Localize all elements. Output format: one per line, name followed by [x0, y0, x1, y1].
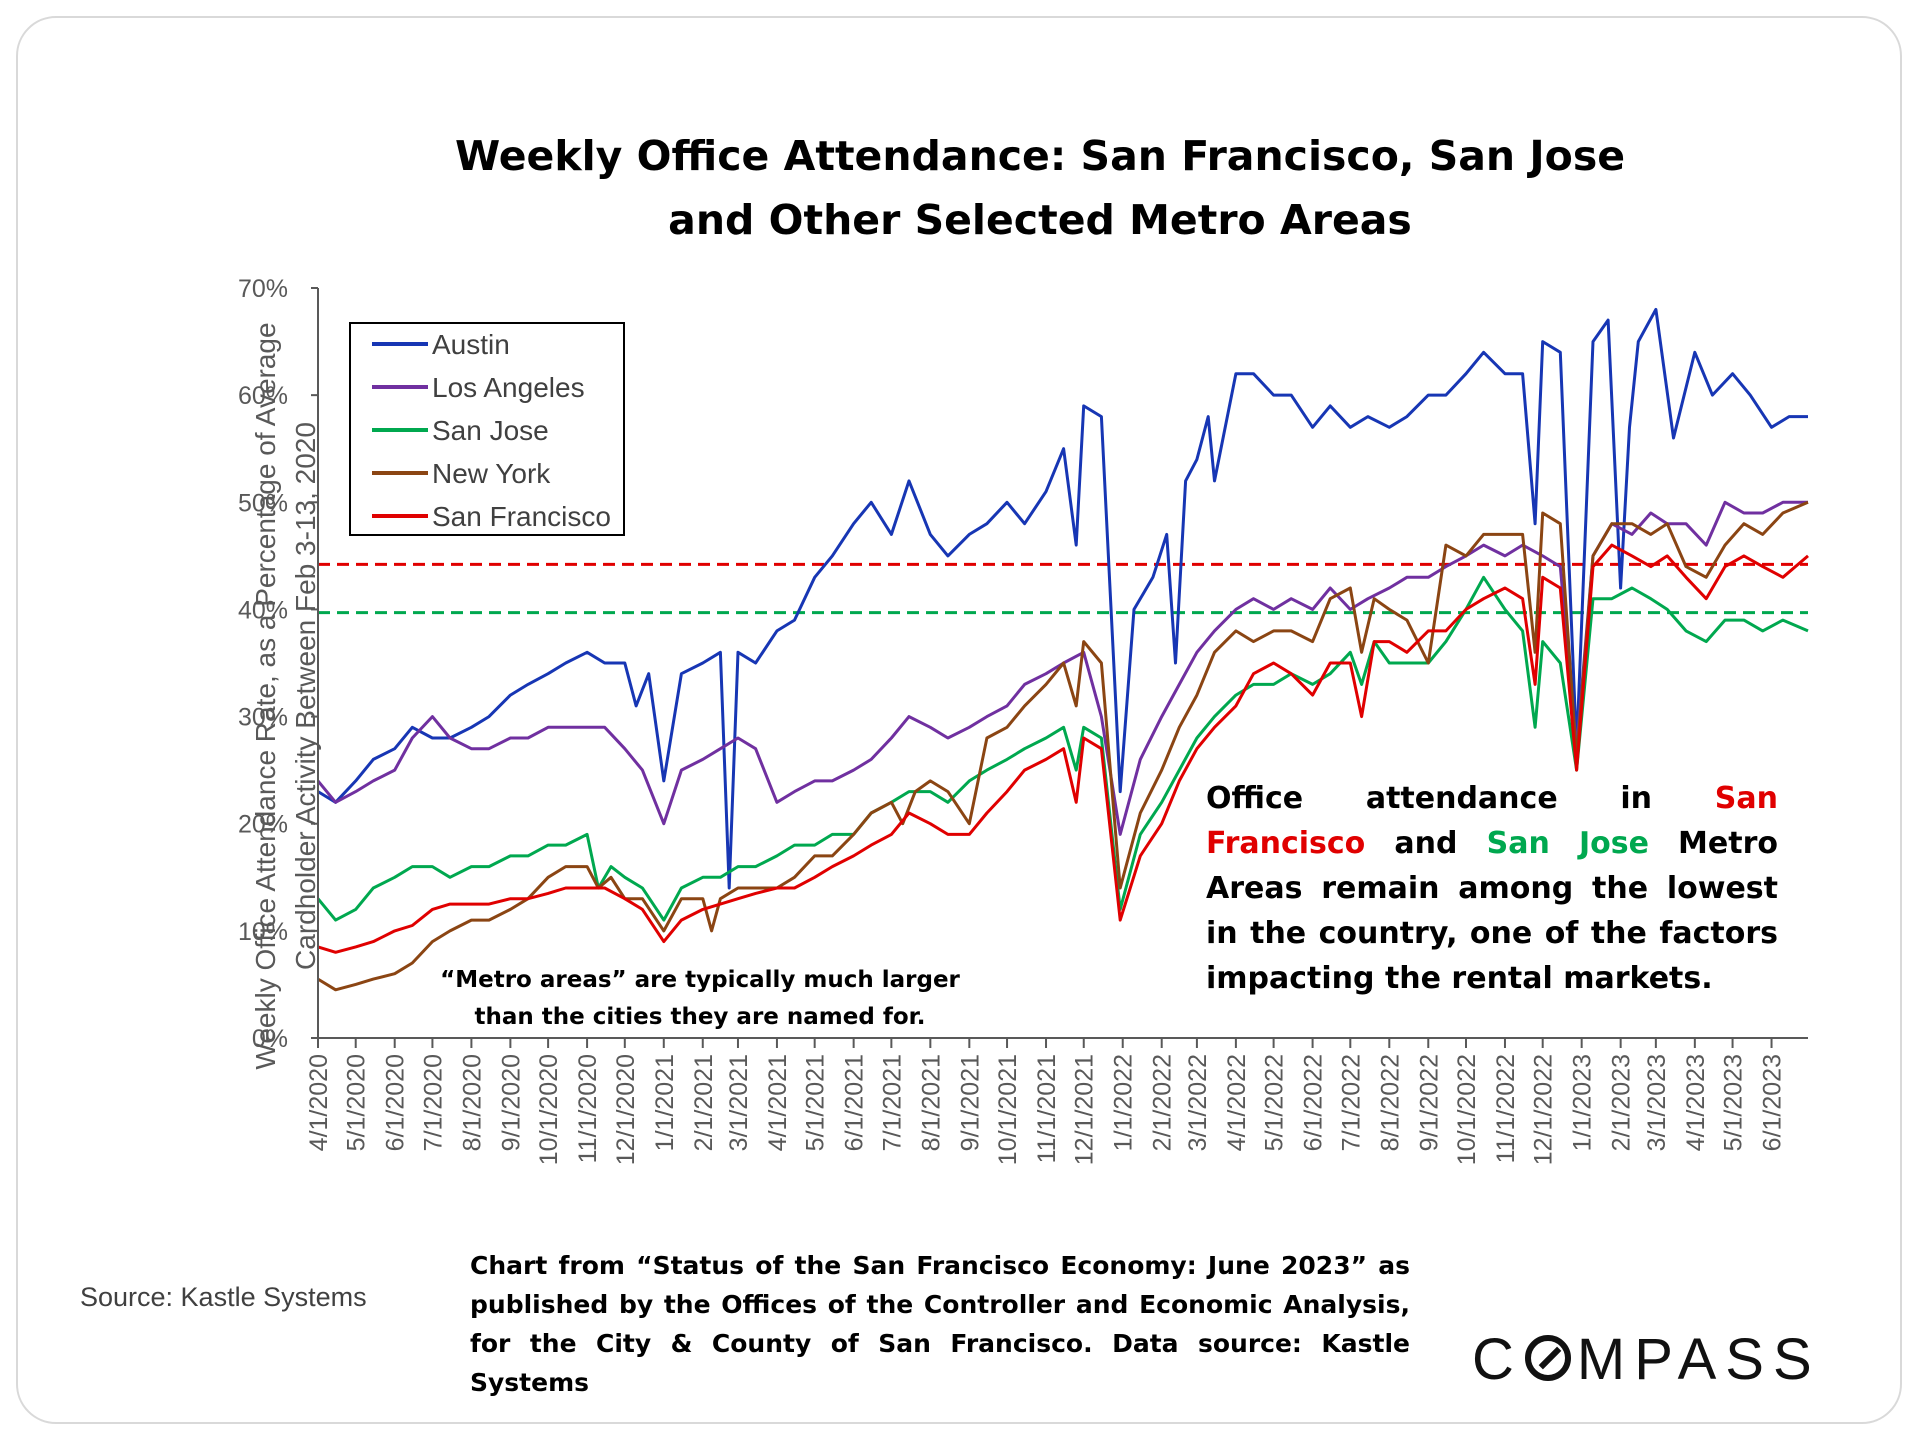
x-tick-label: 11/1/2021: [1033, 1054, 1061, 1163]
x-tick-label: 4/1/2020: [305, 1054, 333, 1151]
x-tick-label: 10/1/2022: [1453, 1054, 1481, 1165]
y-tick-label: 20%: [238, 811, 288, 839]
x-tick-label: 1/1/2023: [1569, 1054, 1597, 1151]
series-line-new-york: [317, 500, 1809, 992]
x-tick-label: 1/1/2021: [651, 1054, 679, 1151]
metro-areas-note: “Metro areas” are typically much larger …: [440, 967, 960, 1030]
x-tick-label: 4/1/2021: [764, 1054, 792, 1151]
legend-label: New York: [432, 458, 551, 489]
legend-label: San Francisco: [432, 501, 611, 532]
x-tick-label: 8/1/2021: [917, 1054, 945, 1151]
series-lines: [316, 307, 1809, 992]
x-tick-label: 8/1/2020: [458, 1054, 486, 1151]
x-tick-label: 6/1/2021: [841, 1054, 869, 1151]
x-tick-label: 11/1/2020: [574, 1054, 602, 1163]
x-tick-label: 3/1/2022: [1184, 1054, 1212, 1151]
logo-o-icon: O: [1524, 1335, 1571, 1381]
annotation-san-jose: San Jose: [1486, 826, 1649, 861]
y-tick-label: 30%: [238, 704, 288, 732]
x-tick-label: 7/1/2021: [878, 1054, 906, 1151]
logo-rest: MPASS: [1576, 1327, 1821, 1392]
legend-label: Los Angeles: [432, 372, 585, 403]
x-tick-label: 9/1/2021: [956, 1054, 984, 1151]
y-tick-label: 50%: [238, 489, 288, 517]
x-tick-label: 9/1/2020: [497, 1054, 525, 1151]
series-line-austin: [317, 307, 1808, 890]
x-tick-label: 5/1/2020: [343, 1054, 371, 1151]
title-line-2: and Other Selected Metro Areas: [668, 196, 1412, 244]
x-tick-label: 2/1/2021: [690, 1054, 718, 1151]
annotation-part-2: and: [1394, 826, 1487, 861]
x-tick-label: 10/1/2020: [535, 1054, 563, 1165]
x-tick-label: 5/1/2023: [1720, 1054, 1748, 1151]
x-tick-label: 4/1/2022: [1223, 1054, 1251, 1151]
annotation-text: Office attendance in San Francisco and S…: [1206, 776, 1778, 1001]
x-tick-label: 12/1/2021: [1071, 1054, 1099, 1165]
series-line-san-francisco: [317, 543, 1809, 954]
y-tick-label: 60%: [238, 382, 288, 410]
chart-title: Weekly Office Attendance: San Francisco,…: [300, 124, 1780, 252]
compass-logo: COMPASS: [1472, 1326, 1821, 1393]
x-tick-label: 6/1/2020: [382, 1054, 410, 1151]
chart-credit: Chart from “Status of the San Francisco …: [470, 1251, 1410, 1397]
annotation-part-3: Metro Areas remain among the lowest in t…: [1206, 826, 1778, 996]
x-tick-label: 3/1/2023: [1643, 1054, 1671, 1151]
x-tick-label: 2/1/2022: [1149, 1054, 1177, 1151]
x-tick-label: 12/1/2020: [612, 1054, 640, 1165]
annotation-part-1: Office attendance in: [1206, 781, 1715, 816]
x-tick-label: 5/1/2021: [802, 1054, 830, 1151]
x-tick-label: 8/1/2022: [1376, 1054, 1404, 1151]
legend-label: San Jose: [432, 415, 549, 446]
chart-card: [16, 16, 1902, 1424]
x-tick-label: 10/1/2021: [994, 1054, 1022, 1165]
x-tick-label: 7/1/2020: [419, 1054, 447, 1151]
y-tick-label: 0%: [252, 1025, 288, 1053]
source-note: Source: Kastle Systems: [80, 1282, 367, 1312]
x-tick-label: 5/1/2022: [1261, 1054, 1289, 1151]
x-tick-label: 1/1/2022: [1110, 1054, 1138, 1151]
series-line-san-jose: [316, 575, 1809, 922]
logo-c: C: [1472, 1327, 1523, 1392]
title-line-1: Weekly Office Attendance: San Francisco,…: [454, 132, 1626, 180]
x-tick-label: 3/1/2021: [725, 1054, 753, 1151]
y-tick-label: 10%: [238, 918, 288, 946]
y-tick-label: 70%: [238, 275, 288, 303]
annotation-san-francisco: San Francisco: [1206, 781, 1778, 861]
x-tick-label: 12/1/2022: [1530, 1054, 1558, 1165]
y-tick-label: 40%: [238, 596, 288, 624]
x-tick-label: 6/1/2023: [1759, 1054, 1787, 1151]
axes: 0% 10% 20% 30% 40% 50% 60% 70% 4/1/2020 5/1/2020 6…: [238, 275, 1808, 1165]
legend: Austin Los Angeles San Jose New York San Fra…: [349, 322, 625, 536]
x-tick-label: 7/1/2022: [1337, 1054, 1365, 1151]
x-tick-label: 2/1/2023: [1608, 1054, 1636, 1151]
x-tick-label: 11/1/2022: [1492, 1054, 1520, 1163]
legend-label: Austin: [432, 329, 510, 360]
x-tick-label: 9/1/2022: [1415, 1054, 1443, 1151]
x-tick-label: 6/1/2022: [1300, 1054, 1328, 1151]
reference-lines: [318, 562, 1808, 615]
x-tick-label: 4/1/2023: [1682, 1054, 1710, 1151]
